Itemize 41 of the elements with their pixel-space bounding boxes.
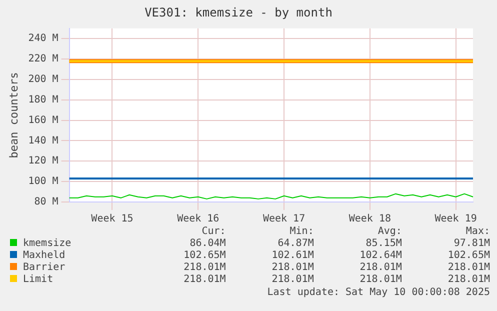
x-tick-label: Week 18 [348, 214, 392, 225]
text: 86.04M [188, 238, 226, 250]
legend-label: Barrier [22, 262, 66, 274]
text: 218.01M [182, 262, 226, 274]
legend-label: kmemsize [22, 238, 72, 250]
text: Last update: Sat May 10 00:00:08 2025 [266, 287, 490, 298]
text: 218.01M [270, 262, 314, 274]
legend-label: Maxheld [22, 250, 66, 262]
text: 102.64M [358, 250, 402, 262]
x-tick-label: Week 17 [262, 214, 306, 225]
text: 218.01M [358, 262, 402, 274]
text: Avg: [376, 226, 402, 238]
text: 102.65M [182, 250, 226, 262]
y-tick-label: 80 M [34, 196, 58, 208]
x-tick-label: Week 19 [434, 214, 477, 225]
text: 218.01M [446, 274, 490, 286]
y-axis-title: bean counters [7, 72, 20, 158]
text: 64.87M [276, 238, 314, 250]
text: 218.01M [446, 262, 490, 274]
y-tick-label: 100 M [28, 176, 58, 188]
y-tick-label: 180 M [28, 94, 58, 106]
text: Max: [464, 226, 490, 238]
y-tick-label: 160 M [28, 114, 58, 126]
y-tick-label: 140 M [28, 135, 58, 146]
chart-title: VE301: kmemsize - by month [144, 5, 332, 20]
y-tick-label: 200 M [28, 74, 58, 86]
text: 218.01M [358, 274, 402, 286]
y-tick-label: 240 M [28, 33, 58, 44]
y-tick-label: 220 M [28, 54, 58, 65]
x-tick-label: Week 16 [177, 214, 220, 225]
text: Cur: [200, 226, 226, 238]
text: 85.15M [364, 238, 402, 250]
legend-label: Limit [22, 274, 54, 286]
y-tick-label: 120 M [28, 156, 58, 167]
text: 97.81M [452, 238, 490, 250]
x-tick-label: Week 15 [91, 214, 134, 225]
text: 218.01M [182, 274, 226, 286]
text: 218.01M [270, 274, 314, 286]
text: 102.65M [446, 250, 490, 262]
text: Min: [288, 226, 314, 238]
text: 102.61M [270, 250, 314, 262]
